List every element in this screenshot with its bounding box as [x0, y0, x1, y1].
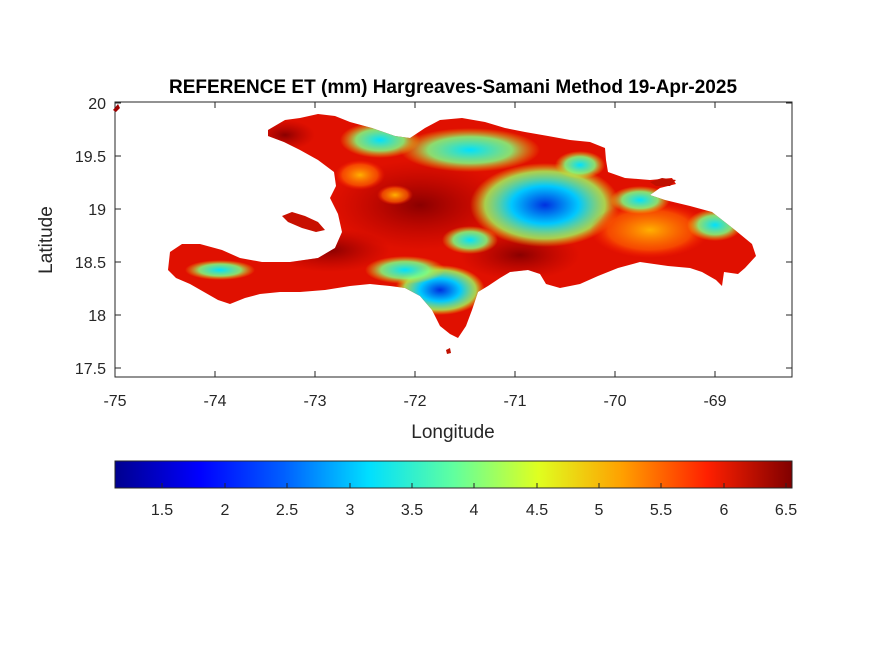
y-tick-label: 18 — [88, 308, 106, 325]
colorbar-tick-label: 5 — [595, 502, 604, 519]
colorbar-tick-label: 1.5 — [151, 502, 173, 519]
colorbar-tick-label: 2.5 — [276, 502, 298, 519]
y-tick-label: 17.5 — [75, 361, 106, 378]
x-tick-label: -74 — [203, 393, 226, 410]
colorbar-tick-label: 4.5 — [526, 502, 548, 519]
x-tick-label: -72 — [403, 393, 426, 410]
colorbar-tick-label: 6 — [720, 502, 729, 519]
colorbar-tick-label: 2 — [221, 502, 230, 519]
chart-title: REFERENCE ET (mm) Hargreaves-Samani Meth… — [169, 77, 737, 98]
small-island — [113, 104, 120, 112]
y-tick-label: 19 — [88, 202, 106, 219]
y-axis-label: Latitude — [36, 206, 57, 274]
x-tick-label: -71 — [503, 393, 526, 410]
x-tick-label: -75 — [103, 393, 126, 410]
beata-island — [446, 348, 451, 354]
colorbar-tick-label: 5.5 — [650, 502, 672, 519]
y-tick-label: 18.5 — [75, 255, 106, 272]
y-tick-label: 20 — [88, 96, 106, 113]
colorbar-tick-label: 4 — [470, 502, 479, 519]
colorbar-tick-label: 6.5 — [775, 502, 797, 519]
y-axis — [115, 102, 792, 369]
colorbar — [114, 460, 793, 489]
gonave-island — [282, 212, 325, 232]
x-tick-label: -69 — [703, 393, 726, 410]
y-tick-label: 19.5 — [75, 149, 106, 166]
colorbar-tick-label: 3.5 — [401, 502, 423, 519]
colorbar-ticks — [161, 483, 787, 488]
x-tick-label: -70 — [603, 393, 626, 410]
tortuga-island — [650, 178, 676, 186]
colorbar-tick-label: 3 — [346, 502, 355, 519]
x-tick-label: -73 — [303, 393, 326, 410]
x-axis-label: Longitude — [411, 422, 494, 443]
